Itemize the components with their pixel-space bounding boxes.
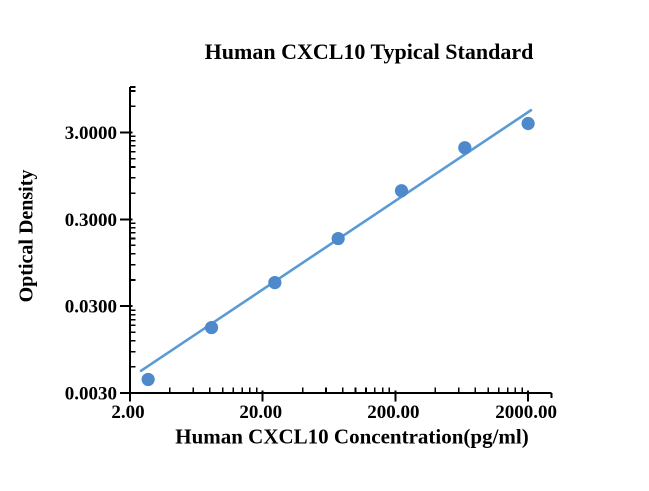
chart-title: Human CXCL10 Typical Standard [204,39,534,64]
x-tick-label: 200.00 [367,402,419,423]
data-point [204,320,219,335]
y-tick-label: 3.0000 [65,123,117,144]
x-axis-title: Human CXCL10 Concentration(pg/ml) [175,424,529,449]
data-point [458,141,472,155]
data-point [521,116,535,131]
y-tick-label: 0.0030 [65,384,117,405]
x-tick-label: 2.00 [111,402,144,423]
data-point [394,184,409,198]
x-tick-label: 20.00 [239,402,282,423]
y-tick-label: 0.3000 [65,210,117,231]
data-point [268,275,282,290]
data-point [141,372,155,387]
y-tick-label: 0.0300 [65,297,117,318]
x-tick-label: 2000.00 [495,402,557,423]
data-point [331,231,345,246]
